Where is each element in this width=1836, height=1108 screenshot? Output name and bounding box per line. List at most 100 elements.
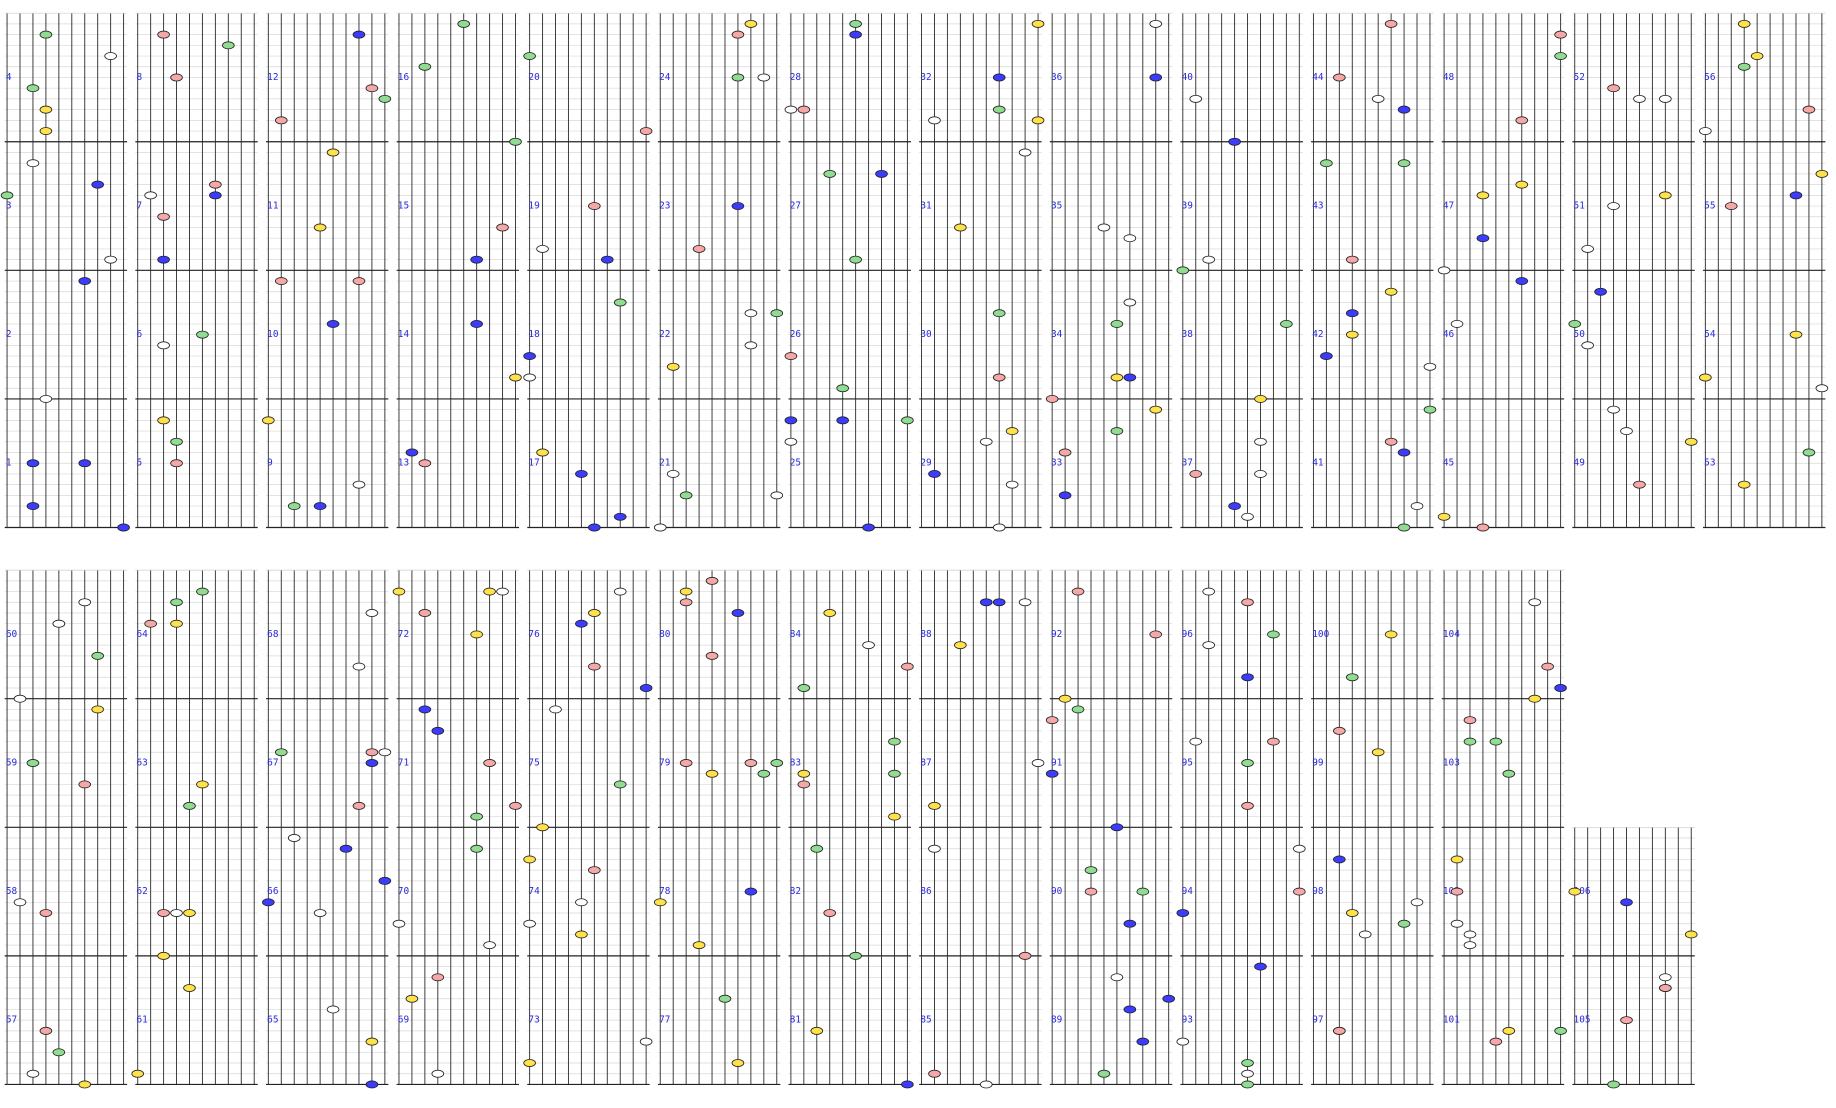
measure-number: 9 [267, 458, 273, 469]
note [262, 898, 275, 907]
note [157, 341, 170, 350]
note [1423, 405, 1437, 414]
note [26, 459, 40, 468]
note [1241, 673, 1254, 682]
measure: 68 [265, 569, 389, 700]
measure: 58 [4, 827, 128, 957]
note [196, 780, 209, 789]
note [1254, 394, 1267, 403]
note [770, 759, 784, 767]
measure: 27 [788, 141, 911, 271]
note [26, 502, 40, 511]
note [679, 759, 693, 767]
measure: 52 [1572, 12, 1695, 143]
measure: 74 [527, 827, 650, 957]
note [1450, 919, 1464, 928]
measure: 100 [1311, 569, 1434, 700]
measure: 46 [1441, 270, 1565, 400]
measure: 97 [1311, 955, 1434, 1086]
note [979, 437, 993, 446]
measure: 60 [4, 569, 128, 700]
measure-number: 57 [6, 1015, 17, 1026]
measure-number: 33 [1051, 458, 1062, 469]
note [91, 705, 104, 714]
note [1659, 984, 1672, 992]
note [1333, 726, 1346, 735]
note [1254, 437, 1267, 446]
note [1202, 255, 1215, 264]
measure: 20 [527, 12, 650, 143]
note [1463, 716, 1477, 725]
note [1176, 266, 1190, 275]
note [1097, 1069, 1111, 1078]
note [536, 448, 549, 457]
note [1058, 448, 1072, 457]
measure: 3 [4, 141, 128, 271]
measure: 101 [1441, 955, 1565, 1086]
note [1659, 94, 1672, 103]
measure-number: 15 [398, 201, 409, 212]
note [888, 769, 901, 778]
note [378, 94, 392, 103]
note [209, 180, 222, 189]
measure-number: 20 [528, 72, 540, 83]
note [549, 705, 562, 714]
note [928, 844, 941, 853]
measure-number: 26 [790, 329, 802, 340]
note [744, 309, 758, 318]
note [1489, 1037, 1503, 1046]
note [810, 1026, 824, 1035]
measure: 24 [657, 12, 781, 143]
note [862, 523, 875, 532]
measure-number: 65 [267, 1015, 278, 1026]
note [13, 694, 27, 703]
measure: 73 [527, 955, 650, 1086]
note [39, 909, 53, 917]
measure-number: 68 [267, 629, 279, 640]
note [470, 319, 483, 328]
measure-number: 21 [659, 458, 671, 469]
note [1568, 887, 1582, 896]
note [1293, 887, 1306, 896]
note [731, 202, 745, 211]
note [1110, 973, 1124, 982]
note [1397, 159, 1411, 168]
note [157, 212, 170, 221]
note [405, 448, 419, 457]
note [1345, 309, 1359, 318]
measure: 78 [657, 827, 781, 957]
measure-number: 53 [1704, 458, 1715, 469]
note [888, 737, 901, 746]
note [797, 684, 811, 692]
measure-number: 6 [137, 329, 143, 340]
measure: 7 [135, 141, 258, 271]
note [1241, 759, 1254, 767]
note [992, 105, 1006, 114]
measure-number: 105 [1574, 1015, 1591, 1026]
note [483, 759, 496, 767]
note [1450, 887, 1464, 896]
measure: 77 [657, 955, 781, 1086]
note [1802, 105, 1816, 114]
note [1018, 148, 1032, 157]
note [1123, 919, 1137, 928]
measure: 54 [1703, 270, 1826, 400]
measure-number: 4 [6, 72, 12, 83]
measure-number: 71 [398, 757, 410, 768]
note [928, 1069, 941, 1078]
measure-number: 78 [659, 886, 671, 897]
measure-number: 31 [920, 201, 932, 212]
measure: 106 [1572, 826, 1695, 957]
note [1123, 298, 1137, 307]
note [1502, 1026, 1516, 1035]
measure: 94 [1180, 827, 1303, 957]
note [1476, 191, 1490, 200]
measure-number: 24 [659, 72, 671, 83]
note [575, 898, 588, 907]
measure-number: 2 [6, 329, 12, 340]
note [470, 812, 483, 821]
note [1097, 223, 1111, 232]
note [1123, 373, 1137, 382]
note [1058, 491, 1072, 500]
